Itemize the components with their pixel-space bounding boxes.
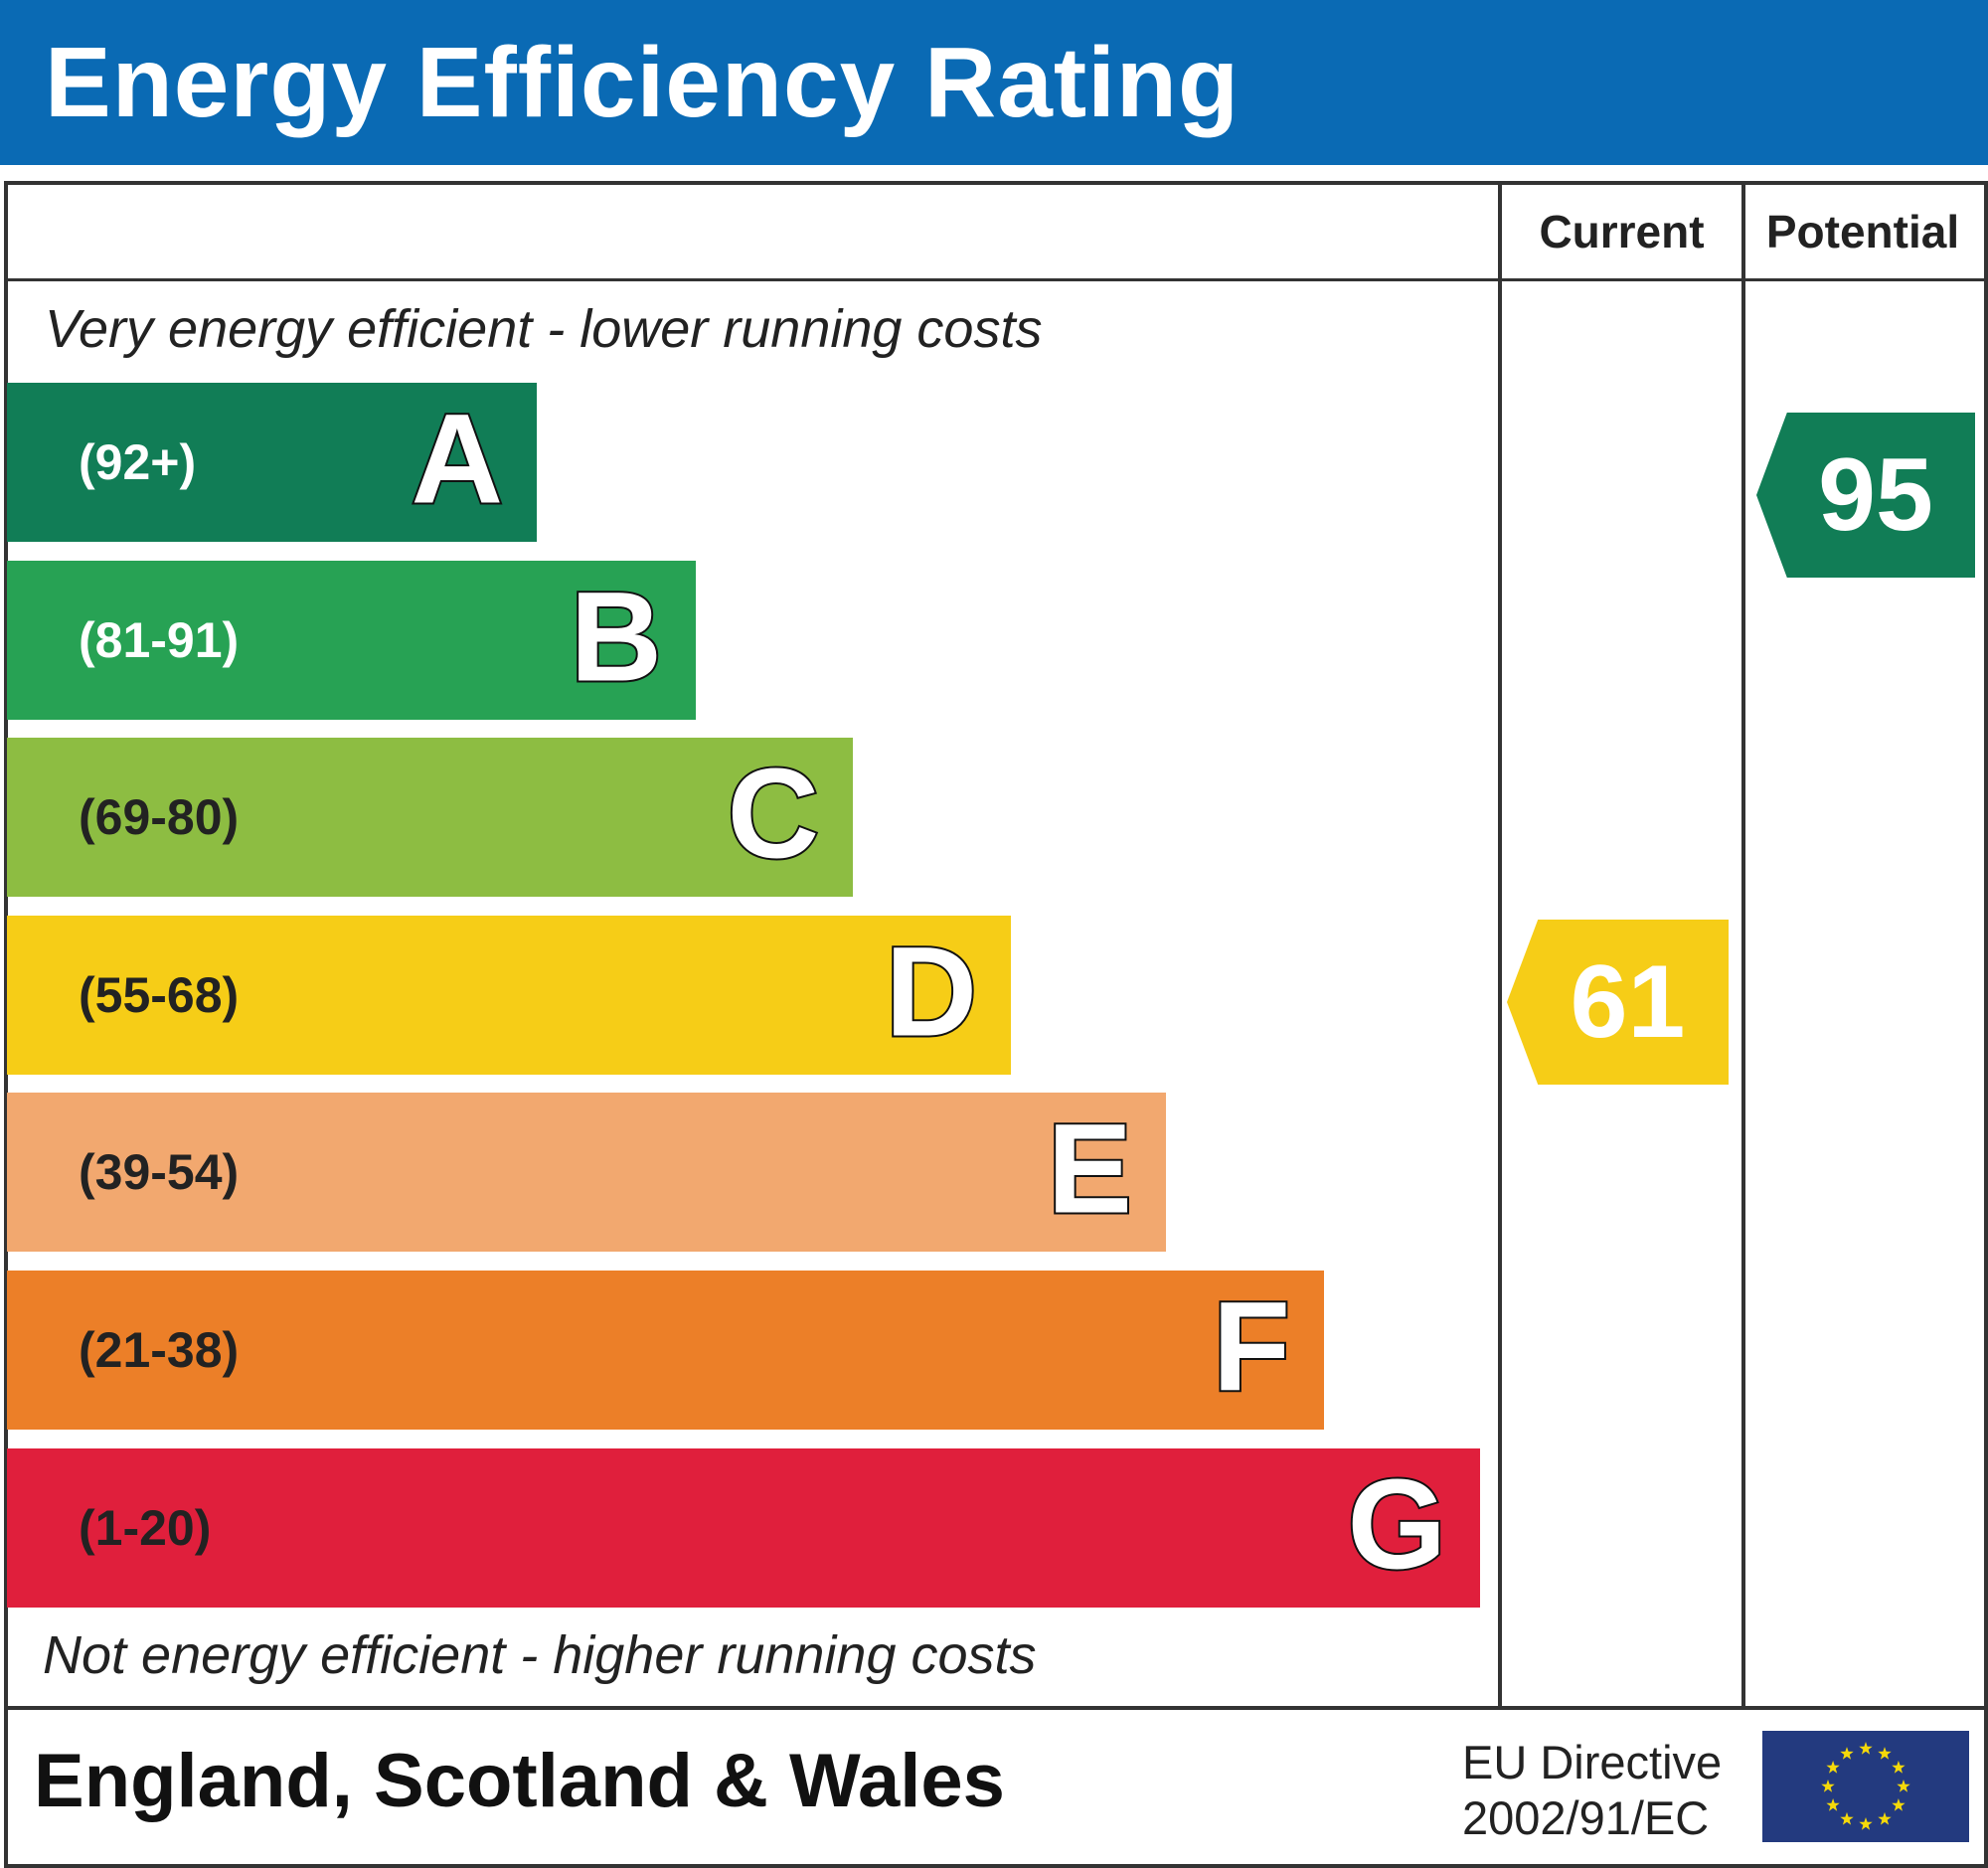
band-letter: F <box>1211 1274 1292 1421</box>
band-f: (21-38) F <box>7 1271 1324 1430</box>
band-range: (92+) <box>79 434 197 490</box>
star-icon <box>1821 1780 1835 1792</box>
star-icon <box>1840 1811 1854 1825</box>
star-icon <box>1892 1798 1905 1811</box>
star-icon <box>1897 1780 1910 1792</box>
footer-divider <box>4 1706 1984 1710</box>
band-letter: D <box>884 920 979 1066</box>
potential-column-divider <box>1741 181 1745 1708</box>
potential-column-header: Potential <box>1765 206 1960 257</box>
star-icon <box>1826 1761 1840 1774</box>
band-g: (1-20) G <box>7 1448 1480 1608</box>
page-title: Energy Efficiency Rating <box>45 27 1241 138</box>
current-column-divider <box>1498 181 1502 1708</box>
star-icon <box>1878 1747 1892 1760</box>
band-range: (81-91) <box>79 612 240 668</box>
star-icon <box>1892 1761 1905 1774</box>
region-label: England, Scotland & Wales <box>34 1739 1005 1823</box>
star-icon <box>1859 1817 1873 1830</box>
star-icon <box>1840 1747 1854 1760</box>
header-divider <box>4 278 1984 281</box>
current-column-header: Current <box>1539 206 1705 257</box>
current-rating-value: 61 <box>1570 943 1686 1060</box>
top-note: Very energy efficient - lower running co… <box>45 299 1043 359</box>
band-b: (81-91) B <box>7 561 696 720</box>
star-icon <box>1859 1742 1873 1755</box>
bottom-note: Not energy efficient - higher running co… <box>43 1625 1037 1685</box>
potential-rating-value: 95 <box>1818 436 1933 553</box>
directive-line2: 2002/91/EC <box>1462 1791 1710 1844</box>
directive-line1: EU Directive <box>1462 1736 1723 1788</box>
band-letter: G <box>1345 1452 1448 1599</box>
band-range: (69-80) <box>79 789 240 845</box>
current-rating-arrow: 61 <box>1507 920 1729 1085</box>
rating-table <box>4 181 1988 1868</box>
band-c: (69-80) C <box>7 738 853 897</box>
band-e: (39-54) E <box>7 1093 1166 1252</box>
eu-flag-icon <box>1762 1731 1969 1842</box>
star-icon <box>1878 1811 1892 1825</box>
potential-rating-arrow: 95 <box>1756 413 1975 578</box>
header-bar: Energy Efficiency Rating <box>0 0 1988 165</box>
band-d: (55-68) D <box>7 916 1011 1075</box>
band-range: (55-68) <box>79 967 240 1023</box>
band-range: (39-54) <box>79 1144 240 1200</box>
band-range: (1-20) <box>79 1500 212 1556</box>
band-letter: E <box>1046 1097 1134 1243</box>
band-letter: A <box>410 387 505 533</box>
band-range: (21-38) <box>79 1322 240 1378</box>
band-a: (92+) A <box>7 383 537 542</box>
band-letter: B <box>569 565 664 711</box>
star-icon <box>1826 1798 1840 1811</box>
band-letter: C <box>726 742 821 888</box>
